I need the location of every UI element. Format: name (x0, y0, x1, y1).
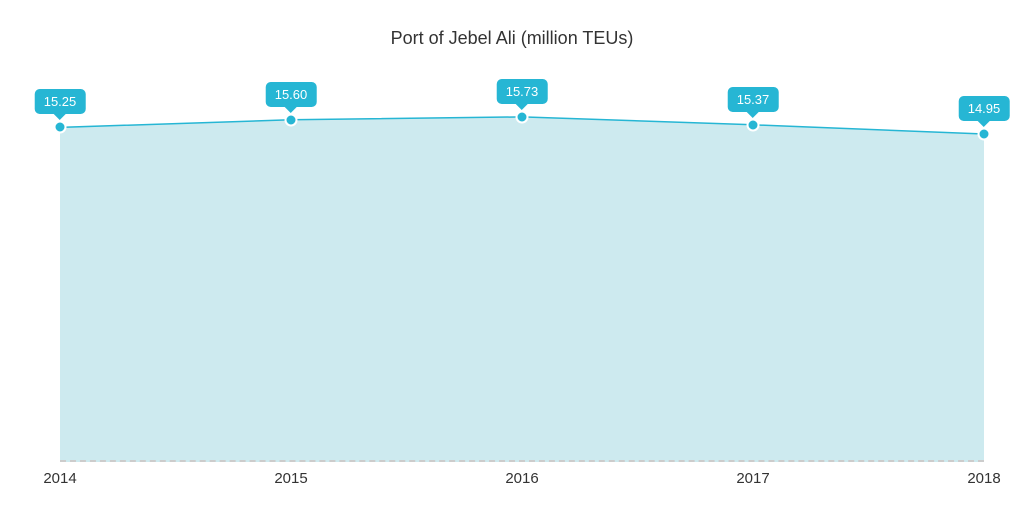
tooltip-value: 15.25 (44, 94, 77, 109)
x-axis-label: 2016 (505, 470, 538, 487)
x-axis-baseline (60, 460, 984, 462)
x-axis-label: 2017 (736, 470, 769, 487)
data-point[interactable] (516, 110, 529, 123)
data-tooltip: 15.37 (728, 87, 779, 112)
area-fill (60, 117, 984, 462)
data-tooltip: 14.95 (959, 96, 1010, 121)
data-point[interactable] (747, 118, 760, 131)
chart-title: Port of Jebel Ali (million TEUs) (0, 0, 1024, 49)
x-axis-label: 2018 (967, 470, 1000, 487)
data-tooltip: 15.73 (497, 79, 548, 104)
data-point[interactable] (285, 113, 298, 126)
tooltip-value: 15.60 (275, 87, 308, 102)
area-chart-svg (60, 100, 984, 462)
chart-plot-area: 15.25201415.60201515.73201615.37201714.9… (60, 100, 984, 462)
data-tooltip: 15.25 (35, 89, 86, 114)
data-point[interactable] (54, 121, 67, 134)
tooltip-value: 14.95 (968, 101, 1001, 116)
data-tooltip: 15.60 (266, 82, 317, 107)
x-axis-label: 2014 (43, 470, 76, 487)
tooltip-value: 15.37 (737, 92, 770, 107)
data-point[interactable] (978, 128, 991, 141)
tooltip-value: 15.73 (506, 84, 539, 99)
x-axis-label: 2015 (274, 470, 307, 487)
